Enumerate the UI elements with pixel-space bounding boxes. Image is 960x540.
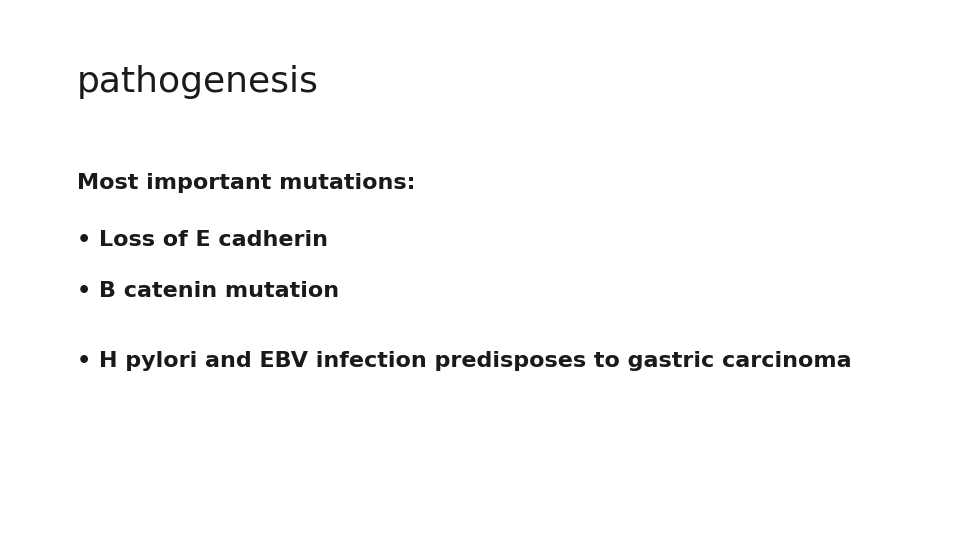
Text: • B catenin mutation: • B catenin mutation	[77, 281, 339, 301]
Text: • Loss of E cadherin: • Loss of E cadherin	[77, 230, 327, 249]
Text: Most important mutations:: Most important mutations:	[77, 173, 416, 193]
Text: • H pylori and EBV infection predisposes to gastric carcinoma: • H pylori and EBV infection predisposes…	[77, 351, 852, 371]
Text: pathogenesis: pathogenesis	[77, 65, 319, 99]
